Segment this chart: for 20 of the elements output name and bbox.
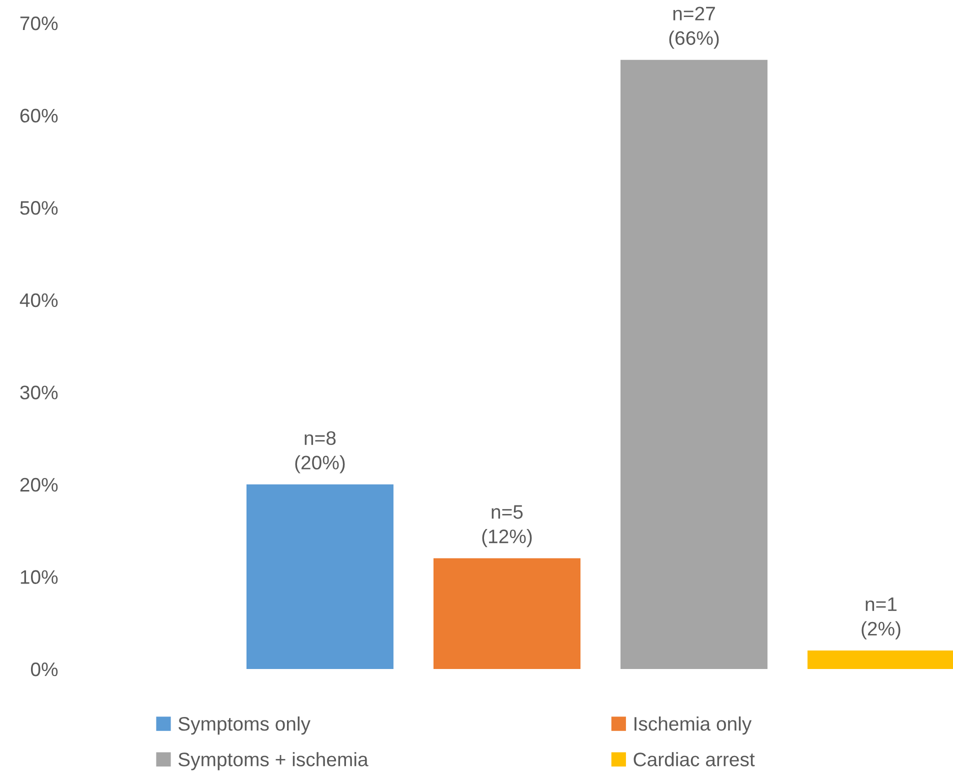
data-label: n=27 (66%): [669, 6, 719, 49]
y-tick-label: 20%: [20, 478, 58, 492]
y-tick-label: 30%: [20, 386, 58, 400]
legend-label: Ischemia only: [634, 716, 752, 735]
bar: [808, 650, 953, 669]
legend-label: Symptoms + ischemia: [178, 752, 368, 770]
bar: [433, 558, 580, 669]
bar: [620, 60, 768, 669]
data-label: n=1 (2%): [862, 598, 900, 640]
y-tick-label: 50%: [20, 201, 58, 215]
y-tick-label: 10%: [20, 570, 58, 584]
data-label: n=8 (20%): [295, 431, 345, 474]
data-label: n=5 (12%): [482, 505, 532, 548]
y-tick-label: 60%: [20, 108, 58, 123]
bar: [246, 484, 394, 669]
legend-label: Symptoms only: [178, 716, 310, 735]
legend-label: Cardiac arrest: [634, 752, 755, 766]
y-tick-label: 40%: [20, 293, 58, 308]
y-tick-label: 70%: [20, 16, 58, 30]
y-tick-label: 0%: [30, 662, 58, 676]
